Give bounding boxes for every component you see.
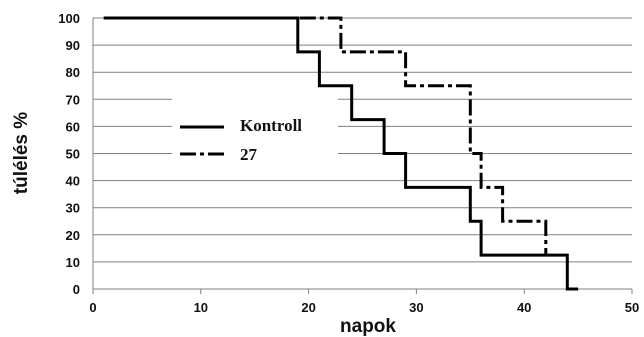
x-tick-label: 40 [517, 300, 531, 315]
series-line-27 [103, 16, 548, 256]
axes [92, 18, 633, 294]
legend-box [172, 96, 338, 170]
y-tick-label: 80 [66, 65, 80, 80]
x-axis-title: napok [340, 316, 396, 337]
series-line-kontroll [103, 16, 579, 291]
y-tick-label: 30 [66, 201, 80, 216]
y-tick-label: 60 [66, 119, 80, 134]
legend-label-kontroll: Kontroll [240, 116, 302, 135]
y-tick-label: 70 [66, 92, 80, 107]
y-tick-label: 0 [73, 282, 80, 297]
x-tick-label: 50 [625, 300, 639, 315]
x-tick-label: 0 [89, 300, 96, 315]
y-axis-title: túlélés % [11, 112, 32, 194]
legend-label-27: 27 [240, 145, 258, 164]
y-tick-label: 100 [58, 11, 80, 26]
y-tick-label: 50 [66, 147, 80, 162]
x-tick-labels: 0 10 20 30 40 50 [89, 300, 639, 315]
x-tick-label: 30 [409, 300, 423, 315]
series-lines [103, 16, 579, 291]
y-tick-labels: 0 10 20 30 40 50 60 70 80 90 100 [58, 11, 80, 297]
legend: Kontroll 27 [180, 116, 302, 164]
y-tick-label: 10 [66, 255, 80, 270]
y-tick-label: 90 [66, 38, 80, 53]
y-tick-label: 40 [66, 174, 80, 189]
x-tick-label: 10 [194, 300, 208, 315]
y-tick-label: 20 [66, 228, 80, 243]
x-tick-label: 20 [301, 300, 315, 315]
